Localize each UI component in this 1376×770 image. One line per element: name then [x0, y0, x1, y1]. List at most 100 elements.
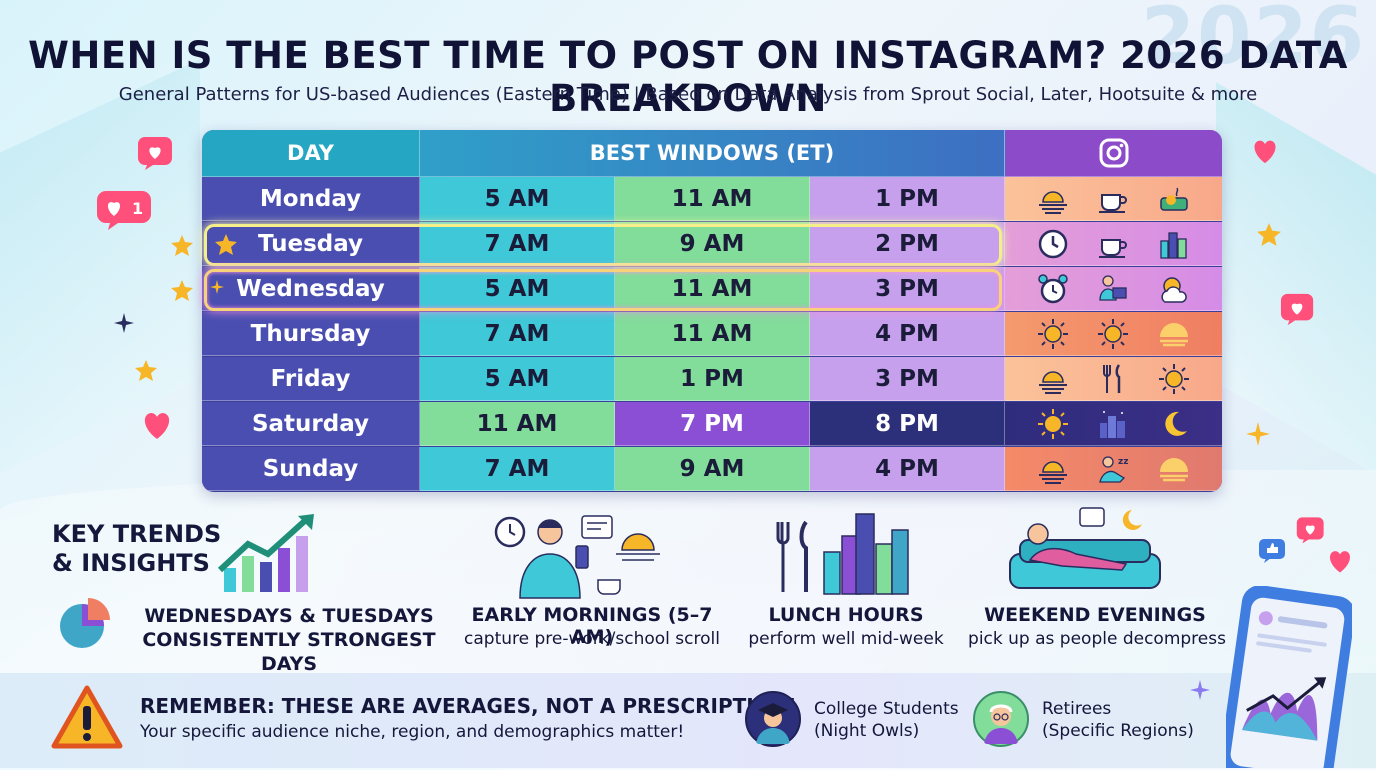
time-cell: 9 AM	[615, 447, 810, 491]
heart-notification-icon	[1280, 293, 1314, 326]
trend-weekend-evenings-sub: pick up as people decompress	[968, 629, 1226, 649]
time-cell: 11 AM	[615, 312, 810, 356]
time-cell: 5 AM	[420, 267, 615, 311]
day-cell: Friday	[202, 357, 420, 401]
trend-early-mornings-title: EARLY MORNINGS (5–7 AM)	[471, 604, 713, 648]
time-cell: 7 PM	[615, 402, 810, 446]
svg-text:zz: zz	[1118, 457, 1128, 467]
sparkle-icon	[1190, 680, 1210, 700]
table-row-monday: Monday 5 AM 11 AM 1 PM	[202, 177, 1222, 221]
sparkle-icon	[210, 280, 224, 294]
coffee-icon	[1099, 193, 1128, 213]
sun-icon	[1098, 318, 1129, 349]
table-row-sunday: Sunday 7 AM 9 AM 4 PM zz	[202, 447, 1222, 491]
star-icon	[135, 360, 157, 381]
time-cell: 4 PM	[810, 447, 1005, 491]
day-cell: Sunday	[202, 447, 420, 491]
time-cell: 1 PM	[810, 177, 1005, 221]
night-city-icon	[1100, 410, 1126, 438]
time-cell: 2 PM	[810, 222, 1005, 266]
reminder-heading: REMEMBER: THESE ARE AVERAGES, NOT A PRES…	[140, 694, 797, 718]
icon-cell	[1005, 222, 1222, 266]
like-notification-icon: 1	[97, 191, 151, 230]
icon-cell	[1005, 312, 1222, 356]
page-title: WHEN IS THE BEST TIME TO POST ON INSTAGR…	[28, 34, 1348, 120]
instagram-icon	[1099, 138, 1128, 168]
time-cell: 5 AM	[420, 177, 615, 221]
table-row-thursday: Thursday 7 AM 11 AM 4 PM	[202, 312, 1222, 356]
sparkle-icon	[114, 313, 134, 333]
time-cell: 8 PM	[810, 402, 1005, 446]
day-cell: Monday	[202, 177, 420, 221]
heart-icon	[1254, 140, 1276, 164]
trend-strongest-days: WEDNESDAYS & TUESDAYS CONSISTENTLY STRON…	[142, 605, 436, 675]
city-icon	[1160, 231, 1187, 259]
persona-retirees: Retirees (Specific Regions)	[1042, 699, 1194, 741]
time-cell: 1 PM	[615, 357, 810, 401]
time-cell: 7 AM	[420, 447, 615, 491]
like-thumb-icon	[1259, 539, 1285, 563]
heart-notification-icon	[138, 137, 172, 170]
sunrise-icon	[1039, 460, 1068, 484]
warning-icon	[51, 685, 123, 749]
lunch-icon	[1160, 187, 1188, 211]
trend-weekend-evenings-title: WEEKEND EVENINGS	[984, 604, 1206, 626]
time-cell: 11 AM	[615, 177, 810, 221]
time-cell: 11 AM	[615, 267, 810, 311]
phone-scroll-person-icon	[494, 515, 660, 599]
time-cell: 5 AM	[420, 357, 615, 401]
trend-lunch-hours-title: LUNCH HOURS	[768, 604, 924, 626]
sparkle-icon	[1246, 422, 1270, 446]
time-cell: 7 AM	[420, 222, 615, 266]
key-trends-heading: KEY TRENDS & INSIGHTS	[52, 520, 222, 577]
day-cell: Saturday	[202, 402, 420, 446]
badge-count: 1	[132, 199, 143, 218]
sunset-icon	[1159, 322, 1188, 346]
sunset-icon	[1159, 457, 1188, 481]
sun-icon	[1038, 408, 1069, 439]
trend-lunch-hours-sub: perform well mid-week	[748, 629, 944, 649]
pie-chart-icon	[60, 598, 110, 648]
year-watermark: 2026	[1140, 0, 1366, 82]
fork-knife-icon	[1103, 363, 1121, 393]
day-cell: Wednesday	[202, 267, 420, 311]
best-times-table: DAY BEST WINDOWS (ET) Monday 5 AM 11 AM …	[202, 130, 1222, 492]
icon-cell	[1005, 402, 1222, 446]
lunch-city-icon	[776, 513, 909, 595]
alarm-clock-icon	[1038, 273, 1068, 303]
table-row-saturday: Saturday 11 AM 7 PM 8 PM	[202, 402, 1222, 446]
heart-icon	[144, 413, 170, 439]
reminder-banner	[0, 673, 1376, 768]
header-instagram	[1005, 130, 1222, 177]
sunrise-icon	[1039, 190, 1068, 214]
laptop-worker-icon	[1099, 274, 1128, 301]
star-icon	[215, 234, 237, 255]
table-row-tuesday: Tuesday 7 AM 9 AM 2 PM	[202, 222, 1222, 266]
growth-chart-icon	[217, 514, 314, 592]
day-cell: Thursday	[202, 312, 420, 356]
header-day: DAY	[202, 130, 420, 177]
time-cell: 4 PM	[810, 312, 1005, 356]
sun-cloud-icon	[1161, 276, 1187, 303]
icon-cell	[1005, 177, 1222, 221]
header-best-windows: BEST WINDOWS (ET)	[420, 130, 1005, 177]
icon-cell	[1005, 357, 1222, 401]
college-student-avatar	[745, 691, 801, 747]
couch-relaxing-icon	[1009, 507, 1161, 589]
table-row-friday: Friday 5 AM 1 PM 3 PM	[202, 357, 1222, 401]
icon-cell	[1005, 267, 1222, 311]
star-icon	[171, 280, 193, 301]
star-icon	[1257, 223, 1281, 246]
heart-icon	[1330, 551, 1350, 573]
time-cell: 9 AM	[615, 222, 810, 266]
time-cell: 11 AM	[420, 402, 615, 446]
star-icon	[171, 235, 193, 256]
table-row-wednesday: Wednesday 5 AM 11 AM 3 PM	[202, 267, 1222, 311]
coffee-icon	[1099, 238, 1128, 258]
time-cell: 3 PM	[810, 357, 1005, 401]
sun-icon	[1158, 363, 1189, 394]
clock-icon	[1038, 229, 1068, 258]
reminder-text: Your specific audience niche, region, an…	[140, 722, 685, 742]
smartphone-analytics-icon	[1226, 586, 1352, 768]
sun-icon	[1038, 318, 1069, 349]
